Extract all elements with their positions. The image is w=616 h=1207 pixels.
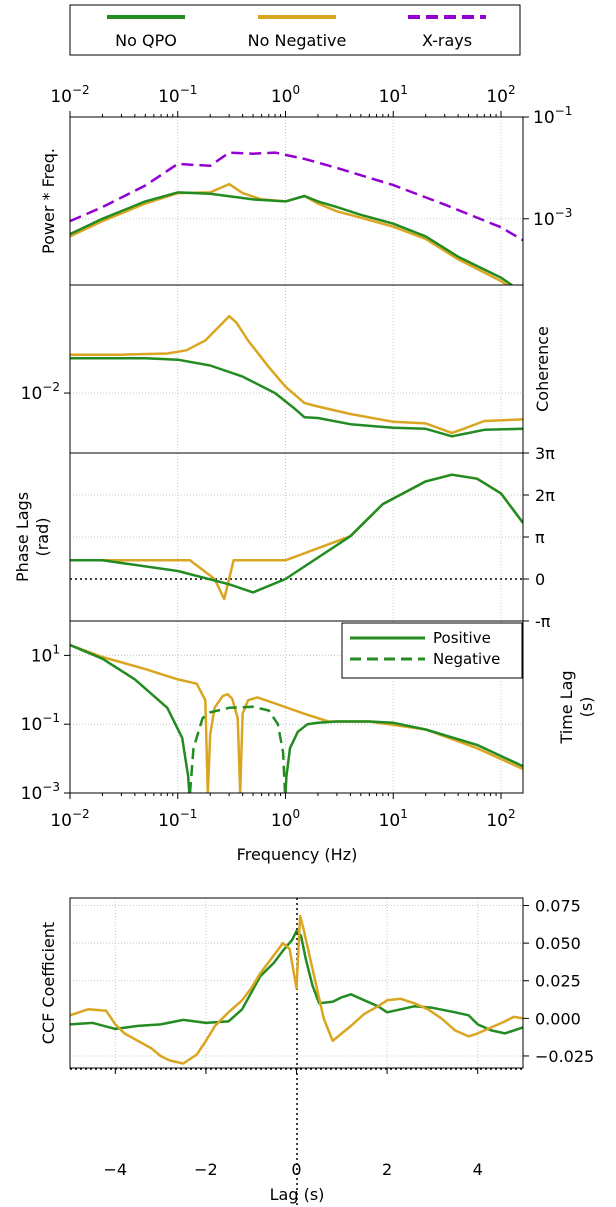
series-power: [70, 151, 523, 285]
tick-label: −0.025: [535, 1047, 594, 1066]
top-legend: No QPO No Negative X-rays: [69, 4, 521, 56]
frequency-xlabel: Frequency (Hz): [237, 845, 358, 864]
phase-frame: [69, 452, 524, 622]
series-coherence: [70, 314, 523, 438]
series-line-x-rays: [70, 151, 523, 242]
lag-ylabel: Time Lag (s): [557, 670, 596, 744]
tick-label: 4: [473, 1160, 483, 1179]
legend-label-negative: Negative: [433, 650, 500, 668]
legend-label-no-negative: No Negative: [248, 31, 347, 50]
tick-label: 10−1: [158, 807, 197, 831]
tick-label: 0: [291, 1160, 301, 1179]
tick-label: 10−2: [50, 807, 89, 831]
tick-label: 10−3: [21, 780, 60, 804]
series-line-no-qpo: [70, 929, 523, 1035]
series-line-no-negative: [70, 182, 509, 285]
series-lag: [70, 643, 523, 793]
svg-text:Time Lag: Time Lag: [557, 670, 576, 744]
tick-label: −4: [104, 1160, 128, 1179]
grid-coherence: [69, 285, 523, 453]
series-line-positive: [70, 643, 191, 793]
svg-text:Phase Lags: Phase Lags: [13, 492, 32, 582]
lag-legend: Positive Negative: [341, 622, 523, 679]
tick-label: 10−3: [533, 206, 572, 230]
series-line-no-qpo: [70, 191, 514, 285]
tick-label: 10−1: [21, 711, 60, 735]
tick-label: 10−1: [158, 83, 197, 107]
phase-ylabel: Phase Lags (rad): [13, 492, 52, 582]
tick-label: 0.025: [535, 972, 581, 991]
tick-label: π: [535, 528, 545, 547]
legend-label-positive: Positive: [433, 629, 491, 647]
series-line-no-negative: [206, 692, 242, 793]
tick-label: 3π: [535, 444, 555, 463]
coherence-ylabel: Coherence: [533, 326, 552, 412]
power-ylabel: Power * Freq.: [39, 148, 58, 254]
legend-label-no-qpo: No QPO: [115, 31, 177, 50]
lag-frame: [69, 620, 524, 794]
ccf-ylabel: CCF Coefficient: [39, 922, 58, 1044]
tick-label: 10−1: [533, 104, 572, 128]
series-line-no-negative: [70, 643, 210, 793]
grid-lag: [69, 621, 523, 793]
series-line-negative: [188, 705, 287, 793]
tick-label: 102: [486, 83, 515, 107]
tick-label: 0.075: [535, 897, 581, 916]
tick-label: 101: [31, 642, 60, 666]
legend-label-x-rays: X-rays: [422, 31, 472, 50]
tick-label: 2π: [535, 486, 555, 505]
series-line-no-negative: [70, 314, 523, 435]
series-line-no-qpo: [70, 357, 523, 438]
coherence-frame: [69, 284, 524, 454]
tick-label: 0.050: [535, 934, 581, 953]
tick-label: 0: [535, 570, 545, 589]
series-line-positive: [284, 720, 523, 793]
tick-label: 101: [379, 807, 408, 831]
tick-label: 0.000: [535, 1009, 581, 1028]
grid-power: [69, 116, 523, 285]
panel-frames: [69, 116, 524, 1069]
series-phase: [70, 473, 523, 601]
series-line-no-qpo: [70, 473, 523, 594]
svg-text:(rad): (rad): [33, 517, 52, 556]
svg-text:(s): (s): [577, 697, 596, 718]
tick-label: 101: [379, 83, 408, 107]
lag-xlabel: Lag (s): [270, 1185, 325, 1204]
tick-label: 100: [271, 807, 300, 831]
tick-label: 10−2: [50, 83, 89, 107]
ticks: 10−2 10−1 100 101 102 10−2 10−1 100 101 102 10−1 10…: [21, 83, 595, 1179]
tick-label: 102: [486, 807, 515, 831]
series-line-no-negative: [70, 914, 523, 1065]
tick-label: −2: [194, 1160, 218, 1179]
power-frame: [69, 116, 524, 286]
grid-phase: [69, 453, 523, 621]
tick-label: 2: [382, 1160, 392, 1179]
series-line-no-negative: [70, 473, 523, 601]
tick-label: 100: [271, 83, 300, 107]
series-ccf: [70, 914, 523, 1065]
tick-label: -π: [535, 612, 551, 631]
tick-label: 10−2: [21, 380, 60, 404]
